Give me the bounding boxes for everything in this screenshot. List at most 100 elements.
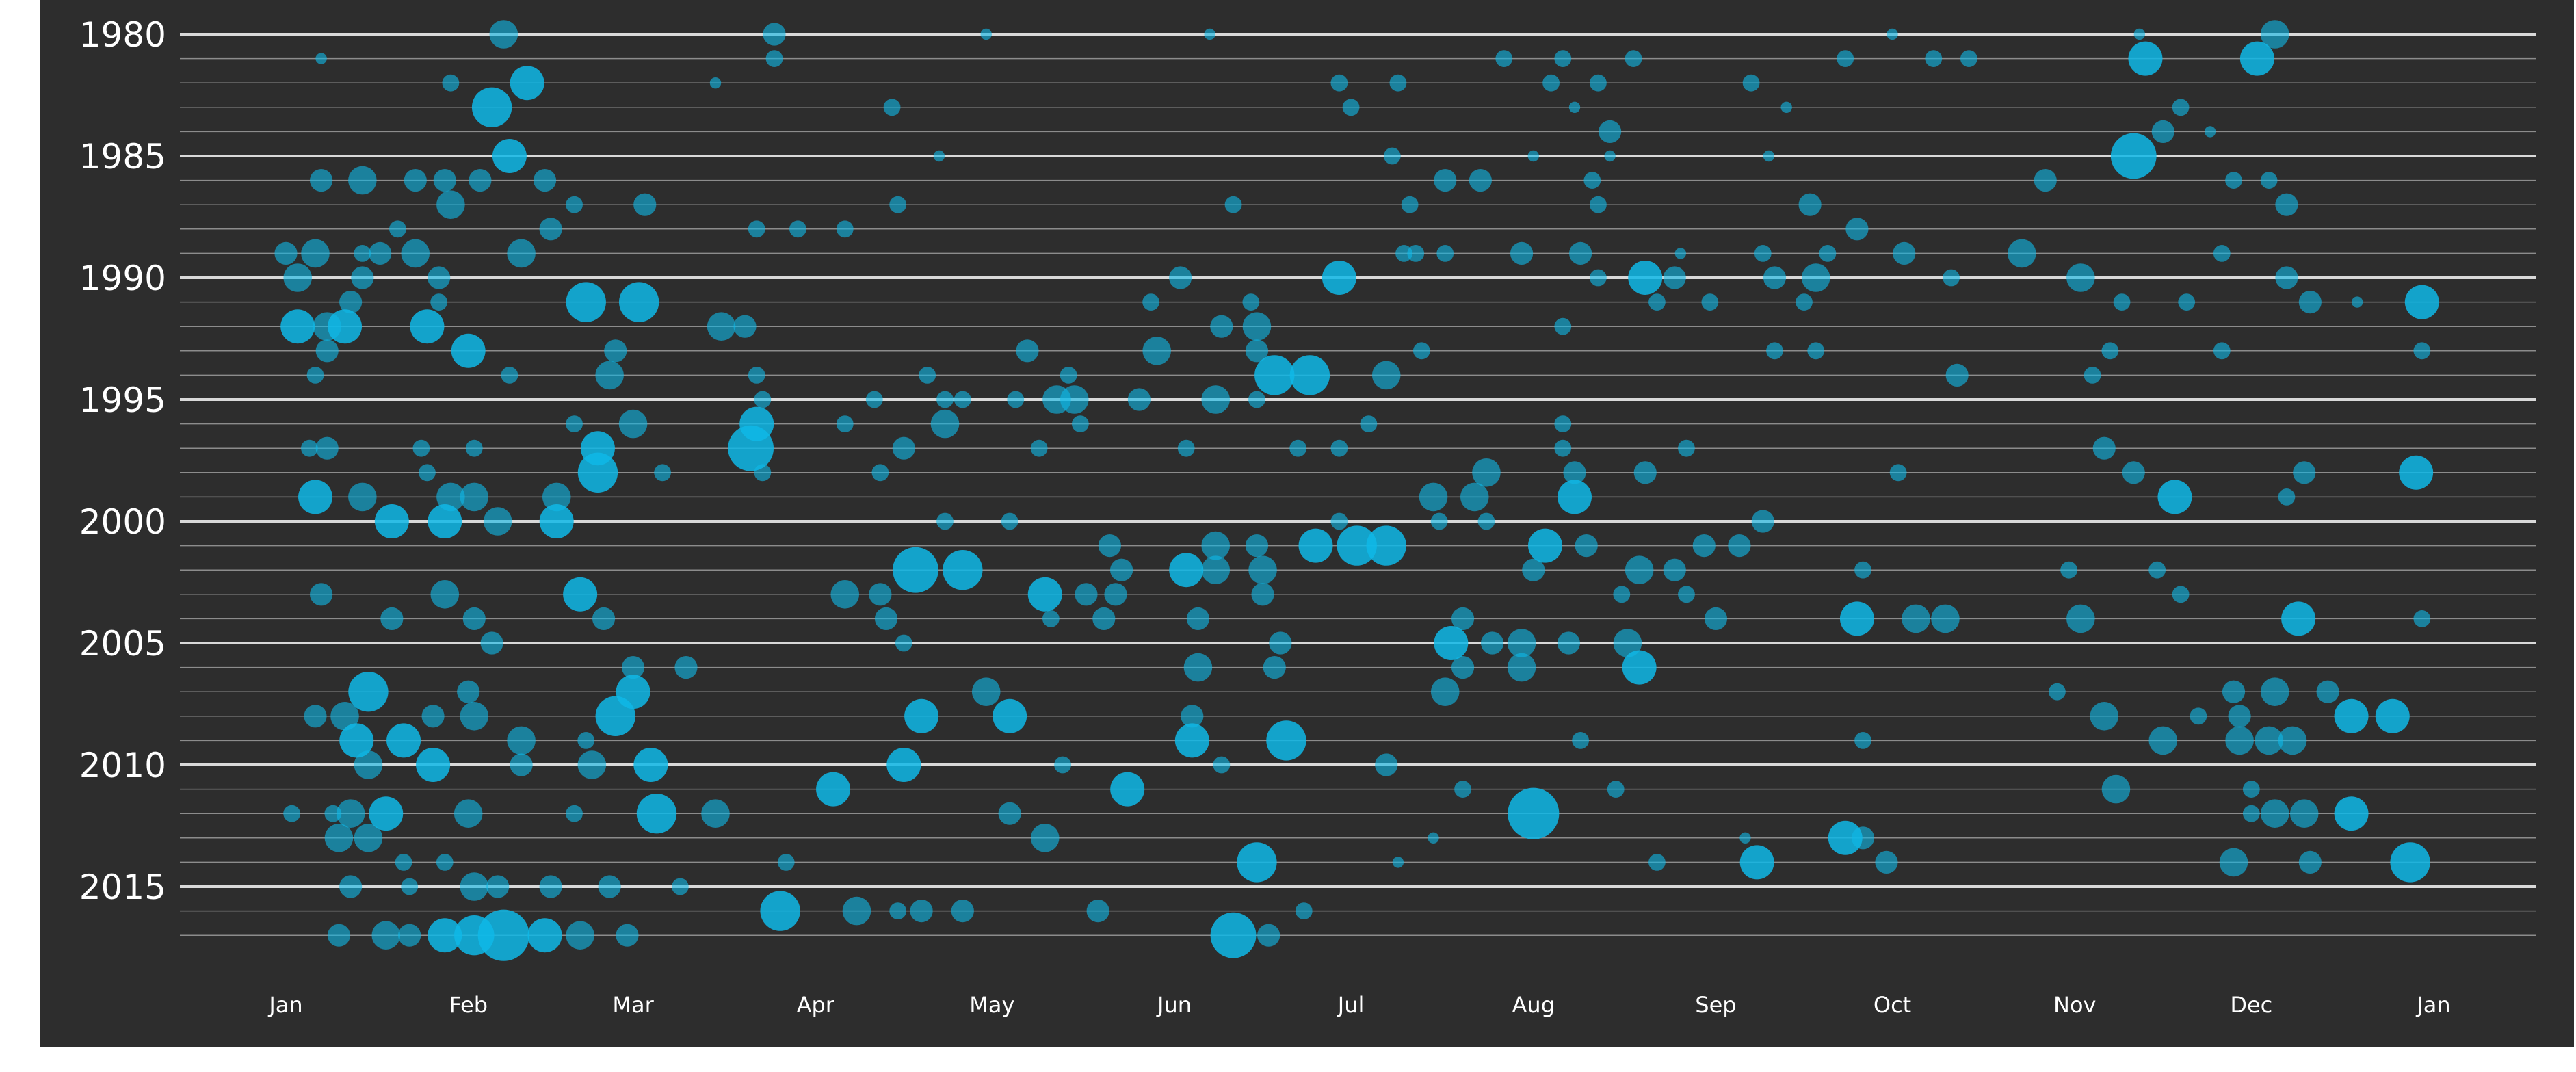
data-point <box>1181 705 1204 728</box>
data-point <box>998 802 1021 825</box>
data-point <box>2334 698 2369 733</box>
data-point <box>2225 172 2242 189</box>
data-point <box>1330 74 1348 92</box>
data-point <box>1557 631 1580 655</box>
data-point <box>301 239 330 268</box>
data-point <box>1007 391 1025 408</box>
data-point <box>1572 732 1590 749</box>
data-point <box>489 20 518 49</box>
data-point <box>2375 698 2410 733</box>
data-point <box>951 900 974 923</box>
data-point <box>1854 732 1871 749</box>
data-point <box>542 482 571 512</box>
data-point <box>1742 74 1760 92</box>
y-tick-label: 2000 <box>79 502 166 542</box>
data-point <box>1563 461 1586 484</box>
data-point <box>395 854 412 871</box>
data-point <box>401 878 419 895</box>
data-point <box>1480 631 1504 655</box>
data-point <box>816 772 851 807</box>
data-point <box>830 580 860 609</box>
data-point <box>2222 680 2246 703</box>
data-point <box>1766 342 1783 360</box>
data-point <box>428 504 462 538</box>
data-point <box>283 263 313 292</box>
data-point <box>1678 586 1695 603</box>
data-point <box>577 732 595 749</box>
data-point <box>566 921 594 950</box>
data-point <box>1663 266 1686 289</box>
data-point <box>339 875 363 898</box>
data-point <box>1925 50 1943 67</box>
data-point <box>2213 245 2231 262</box>
data-point <box>577 750 607 779</box>
data-point <box>1071 415 1089 432</box>
data-point <box>492 139 527 173</box>
data-point <box>310 583 333 606</box>
data-point <box>348 482 377 512</box>
data-point <box>457 680 480 703</box>
data-point <box>874 607 898 631</box>
data-point <box>869 583 892 606</box>
data-point <box>436 482 465 512</box>
data-point <box>501 367 518 384</box>
data-point <box>1098 534 1121 558</box>
x-tick-label: Aug <box>1512 992 1555 1018</box>
data-point <box>1678 439 1695 457</box>
data-point <box>1186 607 1210 631</box>
data-point <box>1419 482 1448 512</box>
data-point <box>1575 534 1598 558</box>
data-point <box>1590 74 1607 92</box>
data-point <box>566 196 583 213</box>
data-point <box>1210 912 1257 958</box>
data-point <box>2060 561 2078 579</box>
data-point <box>760 891 800 931</box>
x-tick-label: Mar <box>612 992 654 1018</box>
data-point <box>1819 245 1837 262</box>
data-point <box>2101 774 2131 804</box>
data-points <box>274 20 2439 961</box>
data-point <box>763 23 786 46</box>
data-point <box>1887 28 1898 40</box>
data-point <box>430 580 460 609</box>
data-point <box>369 796 404 831</box>
data-point <box>477 909 529 961</box>
data-point <box>563 577 598 612</box>
data-point <box>339 723 374 758</box>
data-point <box>930 409 960 439</box>
data-point <box>1522 558 1545 581</box>
data-point <box>1875 850 1898 874</box>
data-point <box>2219 848 2248 877</box>
data-point <box>301 439 318 457</box>
data-point <box>954 391 971 408</box>
data-point <box>380 607 404 631</box>
data-point <box>2239 41 2274 76</box>
data-point <box>315 339 339 363</box>
data-point <box>1075 583 1098 606</box>
data-point <box>1837 50 1854 67</box>
data-point <box>486 875 510 898</box>
data-point <box>1554 415 1572 432</box>
data-point <box>369 241 392 265</box>
data-point <box>1851 826 1875 850</box>
data-point <box>401 239 430 268</box>
y-tick-label: 1990 <box>79 259 166 298</box>
data-point <box>1728 534 1751 558</box>
data-point <box>1845 218 1869 241</box>
data-point <box>1330 439 1348 457</box>
data-point <box>1269 631 1292 655</box>
data-point <box>889 902 907 919</box>
data-point <box>419 464 436 482</box>
data-point <box>1554 50 1572 67</box>
data-point <box>1451 656 1475 679</box>
data-point <box>310 169 333 192</box>
data-point <box>2275 193 2298 216</box>
data-point <box>1030 439 1048 457</box>
data-point <box>2334 796 2369 831</box>
data-point <box>2151 120 2174 143</box>
data-point <box>777 854 795 871</box>
data-point <box>327 924 351 947</box>
data-point <box>1263 656 1286 679</box>
data-point <box>306 367 324 384</box>
data-point <box>1322 261 1356 295</box>
